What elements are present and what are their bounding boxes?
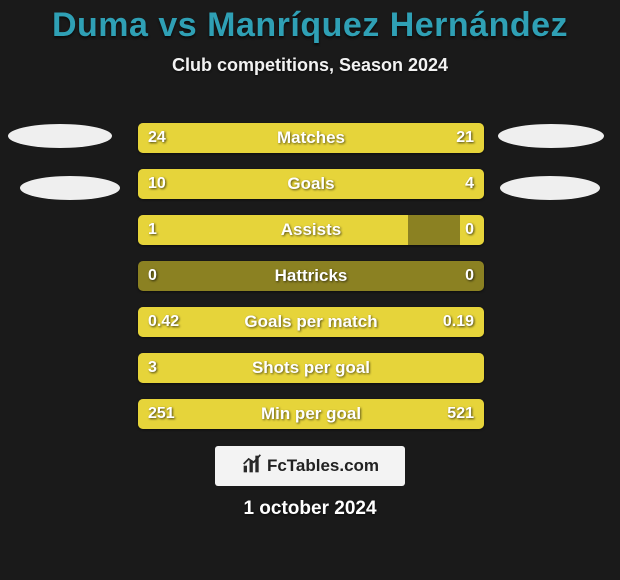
stat-row: Shots per goal3 <box>138 353 484 383</box>
branding-text: FcTables.com <box>267 456 379 476</box>
stat-value-left: 251 <box>138 399 185 429</box>
stat-row: Hattricks0 0 <box>138 261 484 291</box>
stat-value-left: 0.42 <box>138 307 189 337</box>
avatar-ellipse <box>8 124 112 148</box>
stat-value-right: 0.19 <box>433 307 484 337</box>
stat-row: Assists1 0 <box>138 215 484 245</box>
stat-row: Goals10 4 <box>138 169 484 199</box>
date-label: 1 october 2024 <box>0 498 620 520</box>
stat-value-right <box>464 353 484 383</box>
stat-value-right: 521 <box>437 399 484 429</box>
chart-icon <box>241 454 263 479</box>
page-subtitle: Club competitions, Season 2024 <box>0 55 620 76</box>
stat-value-right: 21 <box>446 123 484 153</box>
stat-value-left: 24 <box>138 123 176 153</box>
stat-label: Shots per goal <box>138 353 484 383</box>
page-title: Duma vs Manríquez Hernández <box>0 0 620 45</box>
stat-label: Min per goal <box>138 399 484 429</box>
stat-label: Goals <box>138 169 484 199</box>
branding-badge: FcTables.com <box>215 446 405 486</box>
stat-value-right: 4 <box>455 169 484 199</box>
stat-value-right: 0 <box>455 215 484 245</box>
stat-value-right: 0 <box>455 261 484 291</box>
stat-label: Hattricks <box>138 261 484 291</box>
avatar-ellipse <box>498 124 604 148</box>
stat-value-left: 1 <box>138 215 167 245</box>
avatar-ellipse <box>500 176 600 200</box>
stat-label: Assists <box>138 215 484 245</box>
stat-value-left: 10 <box>138 169 176 199</box>
comparison-bars: Matches2421Goals104Assists10Hattricks00G… <box>138 123 484 445</box>
stat-row: Goals per match0.420.19 <box>138 307 484 337</box>
stat-row: Min per goal251 521 <box>138 399 484 429</box>
avatar-ellipse <box>20 176 120 200</box>
stat-value-left: 0 <box>138 261 167 291</box>
stat-label: Matches <box>138 123 484 153</box>
stat-value-left: 3 <box>138 353 167 383</box>
stat-row: Matches24 21 <box>138 123 484 153</box>
